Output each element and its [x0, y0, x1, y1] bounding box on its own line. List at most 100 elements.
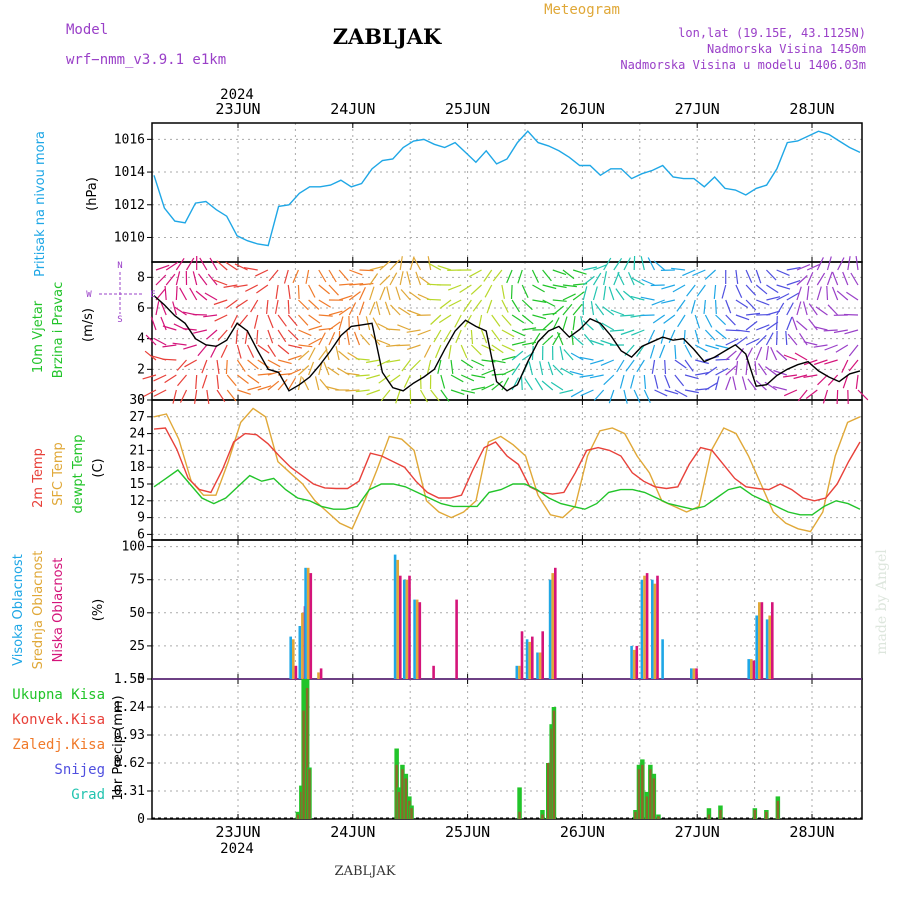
wind-arrow: [532, 314, 547, 320]
wind-arrow: [471, 386, 486, 391]
cloud-bar-mid: [306, 567, 310, 679]
wind-arrow: [389, 272, 398, 286]
wind-arrow: [318, 332, 326, 346]
wind-arrow: [481, 369, 495, 376]
wind-arrow: [511, 363, 521, 376]
wind-arrow: [582, 320, 594, 331]
wind-arrow: [735, 284, 743, 299]
wind-arrow: [510, 284, 513, 300]
precip-bar-conv: [404, 778, 408, 819]
wind-arrow: [785, 330, 788, 346]
wind-arrow: [378, 374, 391, 384]
cloud-bar-mid: [758, 602, 761, 679]
wind-arrow: [460, 359, 474, 369]
precip-bar-conv: [308, 769, 311, 819]
wind-arrow: [832, 271, 839, 286]
cloud-bar-low: [455, 599, 458, 679]
wind-arrow: [501, 329, 515, 338]
wind-arrow: [349, 269, 363, 276]
cloud-bar-high: [536, 652, 539, 679]
wind-arrow: [766, 284, 779, 294]
wind-arrow: [413, 257, 422, 271]
wind-arrow: [379, 274, 391, 286]
wind-arrow: [582, 275, 595, 286]
wind-arrow: [318, 348, 328, 361]
wind-arrow: [714, 376, 720, 391]
precip-bar-conv: [707, 814, 711, 819]
wind-arrow: [155, 264, 170, 271]
wind-arrow: [235, 329, 238, 344]
wind-arrow: [255, 269, 269, 277]
precip-bar-conv: [776, 800, 780, 819]
wind-arrow: [816, 272, 826, 286]
wind-arrow: [511, 329, 526, 337]
wind-arrow: [754, 361, 757, 376]
wind-arrow: [463, 299, 472, 312]
wind-arrow: [225, 299, 238, 309]
wind-arrow: [631, 277, 645, 286]
wind-arrow: [590, 359, 604, 365]
wind-arrow: [756, 324, 770, 331]
wind-arrow: [358, 287, 366, 301]
wind-arrow: [491, 344, 504, 354]
wind-arrow: [552, 299, 567, 302]
wind-arrow: [386, 286, 391, 301]
wind-arrow: [192, 313, 207, 316]
wind-arrow: [847, 256, 851, 271]
wind-arrow: [415, 271, 422, 286]
precip-bar-total: [517, 787, 522, 819]
wind-arrow: [651, 359, 656, 374]
wind-arrow: [389, 259, 401, 271]
wind-arrow: [238, 314, 249, 327]
wind-arrow: [327, 366, 340, 376]
wind-arrow: [501, 368, 515, 376]
y-tick-label: 24: [129, 427, 145, 442]
wind-arrow: [142, 374, 157, 380]
wind-arrow: [408, 291, 421, 301]
wind-arrow: [399, 256, 403, 271]
compass-rose: N S W E: [86, 261, 155, 325]
low-cloud-ylabel: Niska Oblacnost: [51, 558, 66, 663]
wind-arrow: [471, 374, 486, 379]
wind-arrow: [725, 338, 739, 346]
wind-arrow: [186, 257, 195, 271]
wind-arrow: [450, 389, 465, 395]
wind-arrow: [542, 320, 554, 331]
legend-grad: Grad: [71, 787, 105, 803]
wind-arrow: [189, 287, 198, 301]
wind-arrow: [844, 329, 859, 335]
wind-arrow: [369, 301, 376, 316]
wind-arrow: [314, 376, 320, 391]
wind-arrow: [803, 374, 818, 378]
wind-arrow: [349, 283, 364, 286]
cloud-bar-high: [413, 599, 416, 679]
y-tick-label: 1.55: [114, 672, 145, 687]
wind-arrow: [640, 256, 645, 271]
wind-arrow: [745, 320, 758, 331]
wind-arrow: [175, 271, 181, 286]
wind-arrow: [528, 361, 534, 376]
wind-arrow: [406, 271, 411, 286]
wind-arrow: [372, 317, 381, 331]
wind-arrow: [379, 286, 386, 301]
wind-arrow: [266, 299, 269, 314]
wind-arrow: [652, 314, 666, 324]
cloud-bar-mid: [632, 649, 636, 679]
wind-arrow: [308, 347, 316, 361]
wind-arrow: [377, 359, 391, 367]
wind-arrow: [198, 273, 208, 286]
wind-arrow: [257, 359, 270, 369]
compass-n: N: [117, 261, 122, 271]
wind-arrow: [184, 359, 197, 368]
wind-arrow: [355, 358, 370, 361]
high-cloud-ylabel: Visoka Oblacnost: [11, 554, 26, 666]
cloud-bar-high: [630, 645, 633, 679]
wind-arrow: [448, 344, 452, 359]
wind-arrow: [603, 257, 612, 271]
wind-arrow: [715, 344, 730, 350]
wind-arrow: [210, 344, 218, 358]
wind-arrow: [430, 314, 442, 325]
wind-arrow: [609, 329, 625, 332]
cloud-bar-mid: [518, 665, 521, 679]
wind-arrow: [288, 368, 302, 376]
